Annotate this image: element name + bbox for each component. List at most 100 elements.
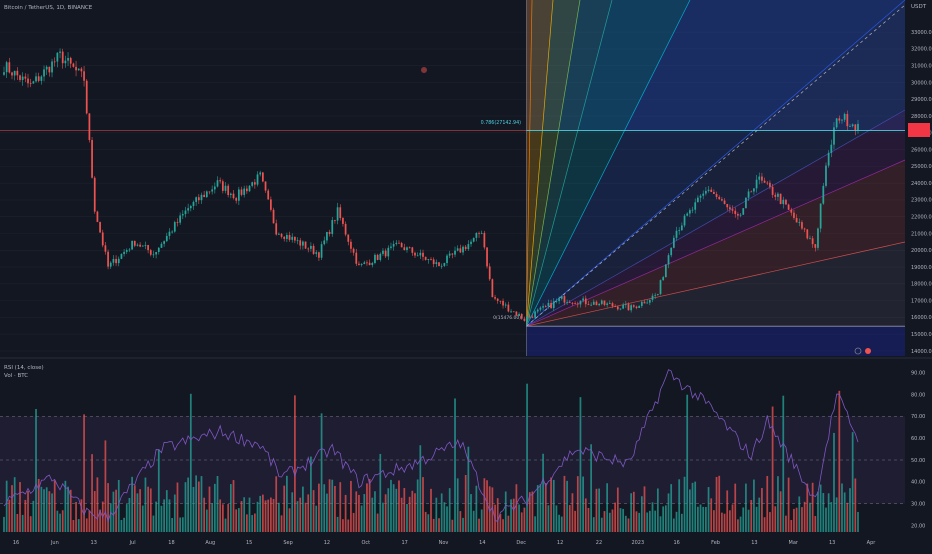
candle-body: [347, 234, 350, 242]
candle: [139, 242, 141, 248]
candle-body: [374, 254, 376, 263]
candle: [13, 70, 16, 81]
price-tick-label: 31000.00: [911, 63, 932, 69]
time-tick-label: 17: [401, 540, 407, 546]
rsi-axis[interactable]: 20.00 30.00 40.00 50.00 60.00 70.00 80.00 90.00: [911, 371, 925, 530]
volume-bar: [446, 506, 448, 532]
gann-fan-drawing[interactable]: [526, 0, 906, 356]
volume-bar: [723, 513, 726, 532]
candle-body: [173, 222, 176, 232]
fan-ray[interactable]: [526, 0, 613, 327]
candle: [267, 188, 270, 200]
time-tick-label: 12: [324, 540, 330, 546]
volume-bar: [392, 484, 395, 532]
volume-bar: [713, 510, 715, 532]
candle-body: [694, 202, 697, 210]
candle-body: [294, 236, 296, 241]
candle: [702, 190, 705, 200]
volume-indicator-label[interactable]: Vol · BTC: [4, 373, 28, 379]
rsi-tick-label: 20.00: [911, 523, 925, 529]
volume-bar: [691, 482, 694, 532]
fan-ray[interactable]: [526, 241, 906, 327]
price-tick-label: 32000.00: [911, 47, 932, 53]
volume-bar: [165, 490, 168, 532]
alert-marker-icon[interactable]: [421, 67, 427, 73]
candle-body: [43, 69, 45, 77]
volume-bar: [648, 510, 651, 532]
candle: [849, 124, 851, 127]
fan-ray[interactable]: [526, 0, 691, 327]
volume-bar: [614, 502, 617, 532]
candle: [496, 298, 499, 304]
candle: [753, 188, 755, 195]
volume-bar: [109, 503, 112, 532]
volume-bar: [227, 504, 230, 532]
fan-ray[interactable]: [526, 159, 906, 327]
candle-body: [622, 304, 625, 309]
rsi-indicator-label[interactable]: RSI (14, close): [4, 365, 44, 371]
volume-bar: [424, 511, 427, 532]
candle-body: [638, 305, 641, 308]
candle: [352, 247, 355, 256]
time-axis[interactable]: 16 Jun 13 Jul 18 Aug 15 Sep 12 Oct 17 Nov 14 Dec 12 22 2…: [13, 540, 876, 546]
volume-bar: [32, 500, 35, 532]
volume-bar: [99, 509, 101, 532]
fan-ray[interactable]: [526, 0, 554, 327]
candle: [534, 310, 536, 320]
volume-bar: [737, 519, 739, 532]
candle-body: [139, 244, 141, 247]
candle: [606, 302, 609, 308]
candle-body: [88, 113, 91, 140]
fan-ray[interactable]: [526, 0, 533, 327]
candle: [101, 229, 104, 248]
volume-bar: [216, 476, 219, 532]
candle-body: [560, 296, 563, 299]
candle-body: [211, 189, 214, 192]
event-marker-icon[interactable]: [865, 348, 871, 354]
candle-body: [69, 57, 72, 64]
candle: [638, 305, 641, 308]
candle: [163, 240, 165, 247]
volume-bar: [363, 494, 366, 532]
candle: [814, 244, 817, 252]
volume-bar: [48, 491, 51, 532]
candle-body: [123, 251, 125, 254]
volume-bar: [91, 454, 93, 532]
time-tick-label: 2023: [631, 540, 644, 546]
candle: [8, 57, 11, 74]
time-tick-label: 13: [751, 540, 757, 546]
dividend-marker-icon[interactable]: [854, 347, 862, 355]
candle: [771, 183, 774, 198]
candle: [344, 221, 347, 237]
volume-bar: [245, 514, 248, 532]
volume-bar: [726, 490, 729, 532]
candle: [777, 192, 779, 201]
candle-body: [574, 303, 576, 304]
candle-body: [243, 188, 246, 195]
fan-ray[interactable]: [526, 0, 581, 327]
candle: [718, 195, 721, 200]
fan-ray[interactable]: [526, 109, 906, 327]
volume-bar: [835, 497, 838, 532]
candle-body: [21, 76, 24, 80]
volume-bar: [689, 489, 691, 532]
candle: [208, 191, 211, 195]
candle: [286, 232, 288, 243]
candle: [69, 56, 72, 69]
fan-dashed-ray[interactable]: [526, 4, 906, 327]
volume-bar: [13, 477, 16, 532]
fan-ray[interactable]: [526, 0, 906, 327]
candle-body: [350, 241, 352, 249]
candle-body: [29, 83, 32, 85]
price-axis[interactable]: 14000.00 15000.00 16000.00 17000.00 18000.00…: [911, 30, 932, 355]
volume-bar: [739, 516, 742, 532]
candle: [227, 183, 230, 198]
volume-bar: [694, 481, 697, 532]
candle-body: [753, 188, 755, 192]
volume-bar: [830, 502, 833, 532]
candle-body: [400, 242, 403, 248]
candle-body: [608, 303, 611, 304]
volume-bar: [675, 511, 678, 532]
